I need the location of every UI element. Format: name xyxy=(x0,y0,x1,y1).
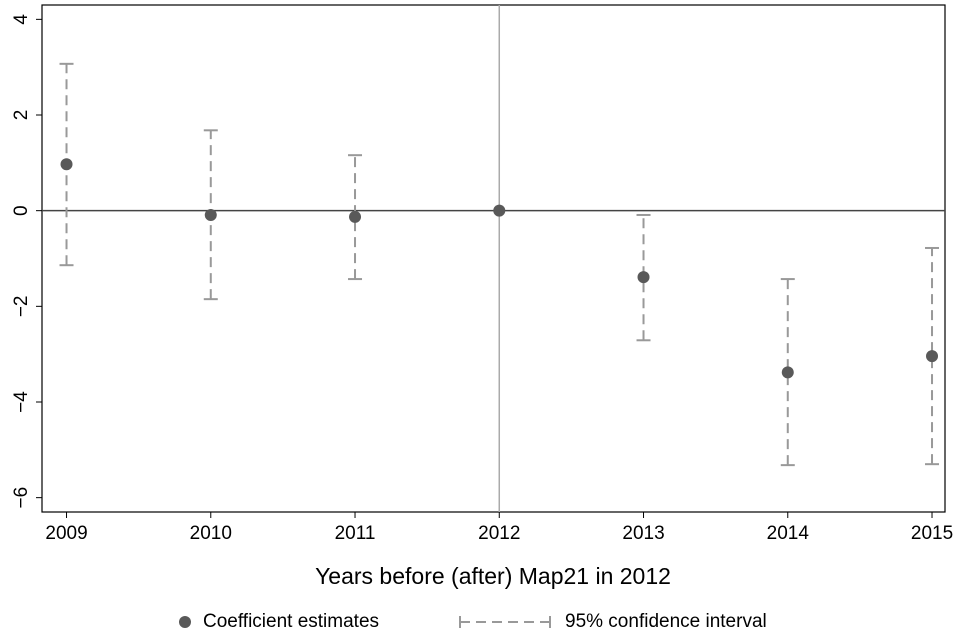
point xyxy=(781,366,794,379)
y-tick-label: 0 xyxy=(11,205,32,216)
x-tick-label: 2013 xyxy=(622,523,664,544)
point xyxy=(493,204,506,217)
x-tick-label: 2009 xyxy=(45,523,87,544)
x-axis-title: Years before (after) Map21 in 2012 xyxy=(315,563,671,589)
y-tick-label: 4 xyxy=(11,14,32,25)
point xyxy=(926,350,939,363)
point xyxy=(204,208,217,221)
x-tick-label: 2010 xyxy=(190,523,232,544)
x-tick-label: 2012 xyxy=(478,523,520,544)
x-tick-label: 2015 xyxy=(911,523,953,544)
point xyxy=(349,210,362,223)
y-tick-label: −2 xyxy=(11,295,32,317)
y-tick-label: −4 xyxy=(11,391,32,413)
x-tick-label: 2011 xyxy=(335,523,376,544)
legend-label: 95% confidence interval xyxy=(565,611,767,632)
legend-label: Coefficient estimates xyxy=(203,611,379,632)
plot-frame xyxy=(41,4,946,513)
x-tick-label: 2014 xyxy=(767,523,810,544)
y-tick-label: −6 xyxy=(11,487,32,509)
point xyxy=(637,271,650,284)
y-tick-label: 2 xyxy=(11,110,32,121)
legend-marker xyxy=(179,616,191,628)
point xyxy=(60,158,73,171)
